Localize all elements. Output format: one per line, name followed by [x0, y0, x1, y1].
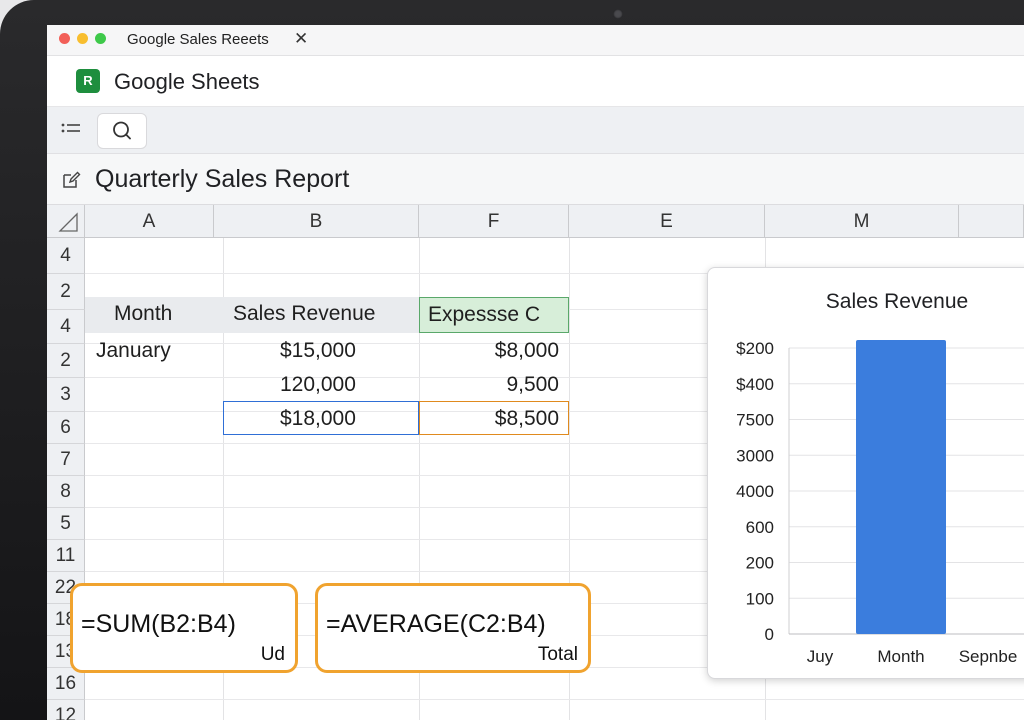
row-header[interactable]: 8 — [47, 476, 85, 508]
row-gridline — [85, 343, 1024, 344]
row-gridline — [85, 273, 1024, 274]
row-header[interactable]: 2 — [47, 344, 85, 378]
browser-tab-title[interactable]: Google Sales Reeets — [127, 31, 269, 48]
y-tick-label: 600 — [746, 518, 774, 537]
chart-title: Sales Revenue — [825, 290, 969, 313]
document-title[interactable]: Quarterly Sales Report — [95, 165, 350, 193]
y-tick-label: 3000 — [736, 446, 774, 465]
search-icon — [113, 121, 131, 140]
column-header-a[interactable]: A — [85, 205, 214, 238]
y-tick-label: 4000 — [736, 482, 774, 501]
webcam — [613, 9, 623, 19]
chart-plot: $200 $400 7500 3000 4000 600 200 100 0 Juy Month Se… — [736, 339, 1024, 666]
sum-formula-text: =SUM(B2:B4) — [81, 610, 236, 638]
cell-c-row3-selected[interactable]: $8,500 — [419, 401, 569, 435]
cell-expense-header[interactable]: Expessse C — [419, 297, 569, 333]
average-formula-text: =AVERAGE(C2:B4) — [326, 610, 546, 638]
y-tick-label: 7500 — [736, 411, 774, 430]
x-category-label: Sepnbe — [959, 647, 1018, 666]
app-name: Google Sheets — [114, 69, 260, 94]
edit-icon[interactable] — [61, 170, 81, 190]
column-header-next[interactable] — [959, 205, 1024, 238]
cell-sales-revenue-header[interactable]: Sales Revenue — [214, 297, 419, 333]
row-gridline — [85, 507, 1024, 508]
cell-b-row2[interactable]: 120,000 — [280, 373, 356, 396]
row-header[interactable]: 11 — [47, 540, 85, 572]
row-gridline — [85, 699, 1024, 700]
minimize-window-button[interactable] — [77, 33, 88, 44]
row-gridline — [85, 377, 1024, 378]
column-header-b[interactable]: B — [214, 205, 419, 238]
row-header[interactable]: 4 — [47, 310, 85, 344]
cell-month-header[interactable]: Month — [85, 297, 214, 333]
row-header[interactable]: 7 — [47, 444, 85, 476]
sales-revenue-chart[interactable]: Sales Revenue $200 $400 7500 3000 4000 600 200… — [707, 267, 1024, 679]
row-header[interactable]: 6 — [47, 412, 85, 444]
search-button[interactable] — [97, 113, 147, 149]
column-header-e[interactable]: E — [569, 205, 765, 238]
menu-list-icon[interactable] — [57, 117, 87, 143]
cell-c-row1[interactable]: $8,000 — [494, 339, 559, 362]
row-gridline — [85, 411, 1024, 412]
y-tick-label: $400 — [736, 375, 774, 394]
row-header[interactable]: 3 — [47, 378, 85, 412]
toolbar — [47, 107, 1024, 154]
screen: Google Sales Reeets ✕ R Google Sheets — [47, 25, 1024, 720]
row-header[interactable]: 4 — [47, 238, 85, 274]
row-gridline — [85, 539, 1024, 540]
sum-formula-callout[interactable]: =SUM(B2:B4) Ud — [70, 583, 298, 673]
row-gridline — [85, 443, 1024, 444]
row-header[interactable]: 16 — [47, 668, 85, 700]
average-formula-label: Total — [537, 644, 578, 665]
x-category-label: Juy — [807, 647, 834, 666]
x-category-label: Month — [877, 647, 924, 666]
row-gridline — [85, 475, 1024, 476]
average-formula-callout[interactable]: =AVERAGE(C2:B4) Total — [315, 583, 591, 673]
y-tick-label: 200 — [746, 554, 774, 573]
cell-a-january[interactable]: January — [96, 339, 171, 362]
y-tick-label: 100 — [746, 589, 774, 608]
row-header[interactable]: 5 — [47, 508, 85, 540]
zoom-window-button[interactable] — [95, 33, 106, 44]
tab-close-icon[interactable]: ✕ — [294, 29, 309, 48]
column-header-f[interactable]: F — [419, 205, 569, 238]
browser-tab-bar: Google Sales Reeets ✕ — [47, 25, 1024, 56]
select-all-corner[interactable] — [47, 205, 85, 238]
spreadsheet-grid: A B F E M 4 2 4 2 3 6 7 8 5 11 22 18 13 16 12 Month Sa… — [47, 205, 1024, 720]
cell-c-row2[interactable]: 9,500 — [506, 373, 559, 396]
chart-bar — [856, 340, 946, 634]
row-header[interactable]: 2 — [47, 274, 85, 310]
cell-b-row1[interactable]: $15,000 — [280, 339, 356, 362]
cell-b-row3-selected[interactable]: $18,000 — [223, 401, 419, 435]
close-window-button[interactable] — [59, 33, 70, 44]
row-header[interactable]: 12 — [47, 700, 85, 720]
sheets-logo: R — [76, 69, 100, 93]
y-tick-label: $200 — [736, 339, 774, 358]
row-gridline — [85, 571, 1024, 572]
app-header: R Google Sheets — [47, 56, 1024, 107]
document-title-bar: Quarterly Sales Report — [47, 154, 1024, 205]
column-header-m[interactable]: M — [765, 205, 959, 238]
y-tick-label: 0 — [765, 625, 774, 644]
sum-formula-label: Ud — [260, 644, 285, 665]
